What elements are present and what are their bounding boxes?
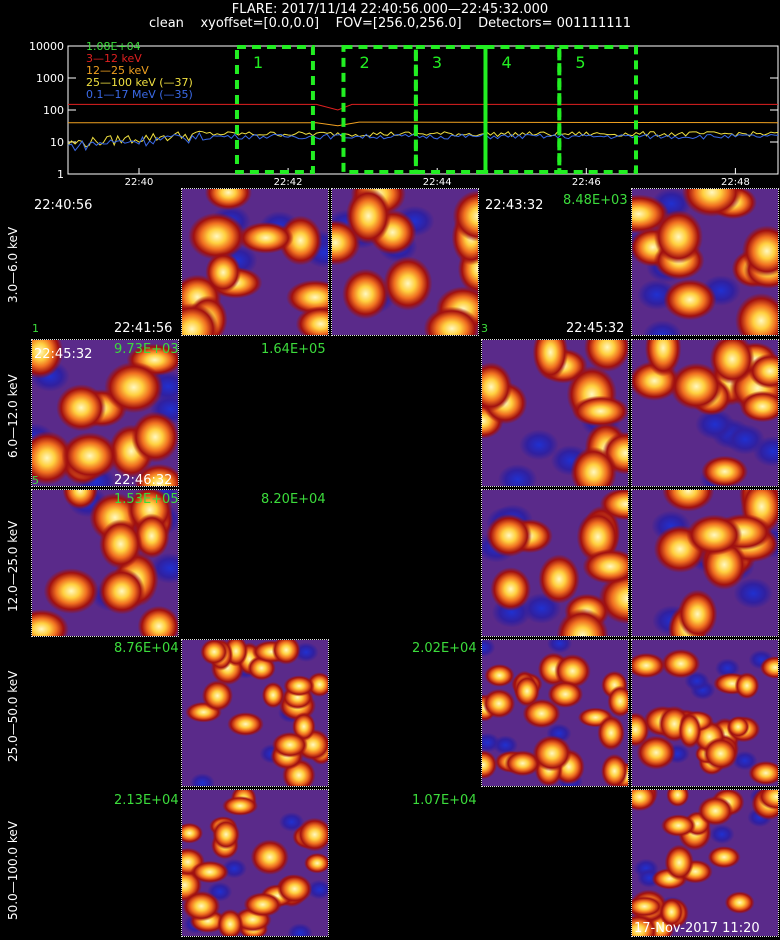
clean-image-tile — [631, 339, 779, 487]
legend-entry: 12—25 keV — [86, 64, 149, 77]
legend-entry: 25—100 keV (—37) — [86, 76, 193, 89]
clean-image-tile — [181, 639, 329, 787]
y-tick-label: 10 — [50, 136, 64, 149]
peak-label: 1.07E+04 — [412, 793, 477, 808]
y-tick-label: 1 — [57, 168, 64, 181]
time-label: 22:40:56 — [34, 198, 93, 213]
clean-image-tile — [631, 639, 779, 787]
interval-number: 1 — [32, 322, 39, 335]
time-label: 22:41:56 — [114, 321, 173, 336]
row-label-50-100: 50.0—100.0 keV — [6, 821, 20, 920]
time-interval-box — [483, 45, 562, 174]
clean-image-tile — [481, 489, 629, 637]
time-interval-label: 1 — [253, 53, 263, 72]
legend-entry: 0.1—17 MeV (—35) — [86, 88, 193, 101]
time-interval-box — [341, 45, 418, 174]
series-line — [67, 131, 779, 152]
time-label: 22:45:32 — [566, 321, 625, 336]
plot-subtitle: clean xyoffset=[0.0,0.0] FOV=[256.0,256.… — [148, 16, 632, 31]
clean-image-tile — [181, 188, 329, 336]
x-tick-label: 22:42 — [274, 177, 303, 186]
row-label-6-12: 6.0—12.0 keV — [6, 374, 20, 458]
series-line — [68, 121, 779, 127]
clean-image-tile — [181, 789, 329, 937]
y-tick-label: 100 — [43, 104, 64, 117]
series-line — [67, 130, 779, 148]
clean-image-tile — [331, 188, 479, 336]
y-tick-label: 1000 — [36, 72, 64, 85]
timestamp-stamp: 17-Nov-2017 11:20 — [634, 921, 760, 936]
interval-number: 5 — [32, 474, 39, 487]
x-tick-label: 22:46 — [572, 177, 601, 186]
clean-image-tile — [631, 188, 779, 336]
peak-label: 1.64E+05 — [261, 342, 326, 357]
row-label-12-25: 12.0—25.0 keV — [6, 520, 20, 612]
time-interval-label: 5 — [575, 53, 585, 72]
interval-number: 3 — [481, 322, 488, 335]
peak-label: 2.13E+04 — [114, 793, 179, 808]
time-label: 22:45:32 — [34, 347, 93, 362]
peak-label: 1.53E+05 — [114, 492, 179, 507]
clean-image-tile — [31, 489, 179, 637]
x-tick-label: 22:44 — [423, 177, 452, 186]
plot-frame — [67, 45, 779, 175]
clean-image-tile — [31, 339, 179, 487]
time-label: 22:46:32 — [114, 473, 173, 488]
clean-image-tile — [481, 639, 629, 787]
lightcurve-chart: 10000 1000 100 10 1 22:40 22:42 22:44 22:46 22:48… — [29, 40, 779, 186]
peak-label: 8.76E+04 — [114, 641, 179, 656]
clean-image-tile — [631, 489, 779, 637]
peak-label: 8.20E+04 — [261, 492, 326, 507]
x-tick-label: 22:40 — [125, 177, 154, 186]
row-label-25-50: 25.0—50.0 keV — [6, 670, 20, 762]
time-interval-box — [557, 45, 639, 174]
legend-entry: 3—12 keV — [86, 52, 142, 65]
peak-label: 8.48E+03 — [563, 193, 628, 208]
time-label: 22:43:32 — [485, 198, 544, 213]
row-label-3-6: 3.0—6.0 keV — [6, 226, 20, 303]
time-interval-label: 2 — [359, 53, 369, 72]
clean-image-tile — [631, 789, 779, 937]
x-tick-label: 22:48 — [721, 177, 750, 186]
time-interval-box — [413, 45, 488, 174]
clean-image-tile — [481, 339, 629, 487]
peak-label: 9.73E+03 — [114, 342, 179, 357]
series-line — [68, 103, 778, 111]
peak-label: 1.08E+04 — [86, 40, 141, 53]
plot-title: FLARE: 2017/11/14 22:40:56.000—22:45:32.… — [231, 2, 549, 17]
peak-label: 2.02E+04 — [412, 641, 477, 656]
time-interval-box — [234, 45, 315, 174]
time-interval-label: 4 — [501, 53, 511, 72]
y-tick-label: 10000 — [29, 40, 64, 53]
time-interval-label: 3 — [432, 53, 442, 72]
